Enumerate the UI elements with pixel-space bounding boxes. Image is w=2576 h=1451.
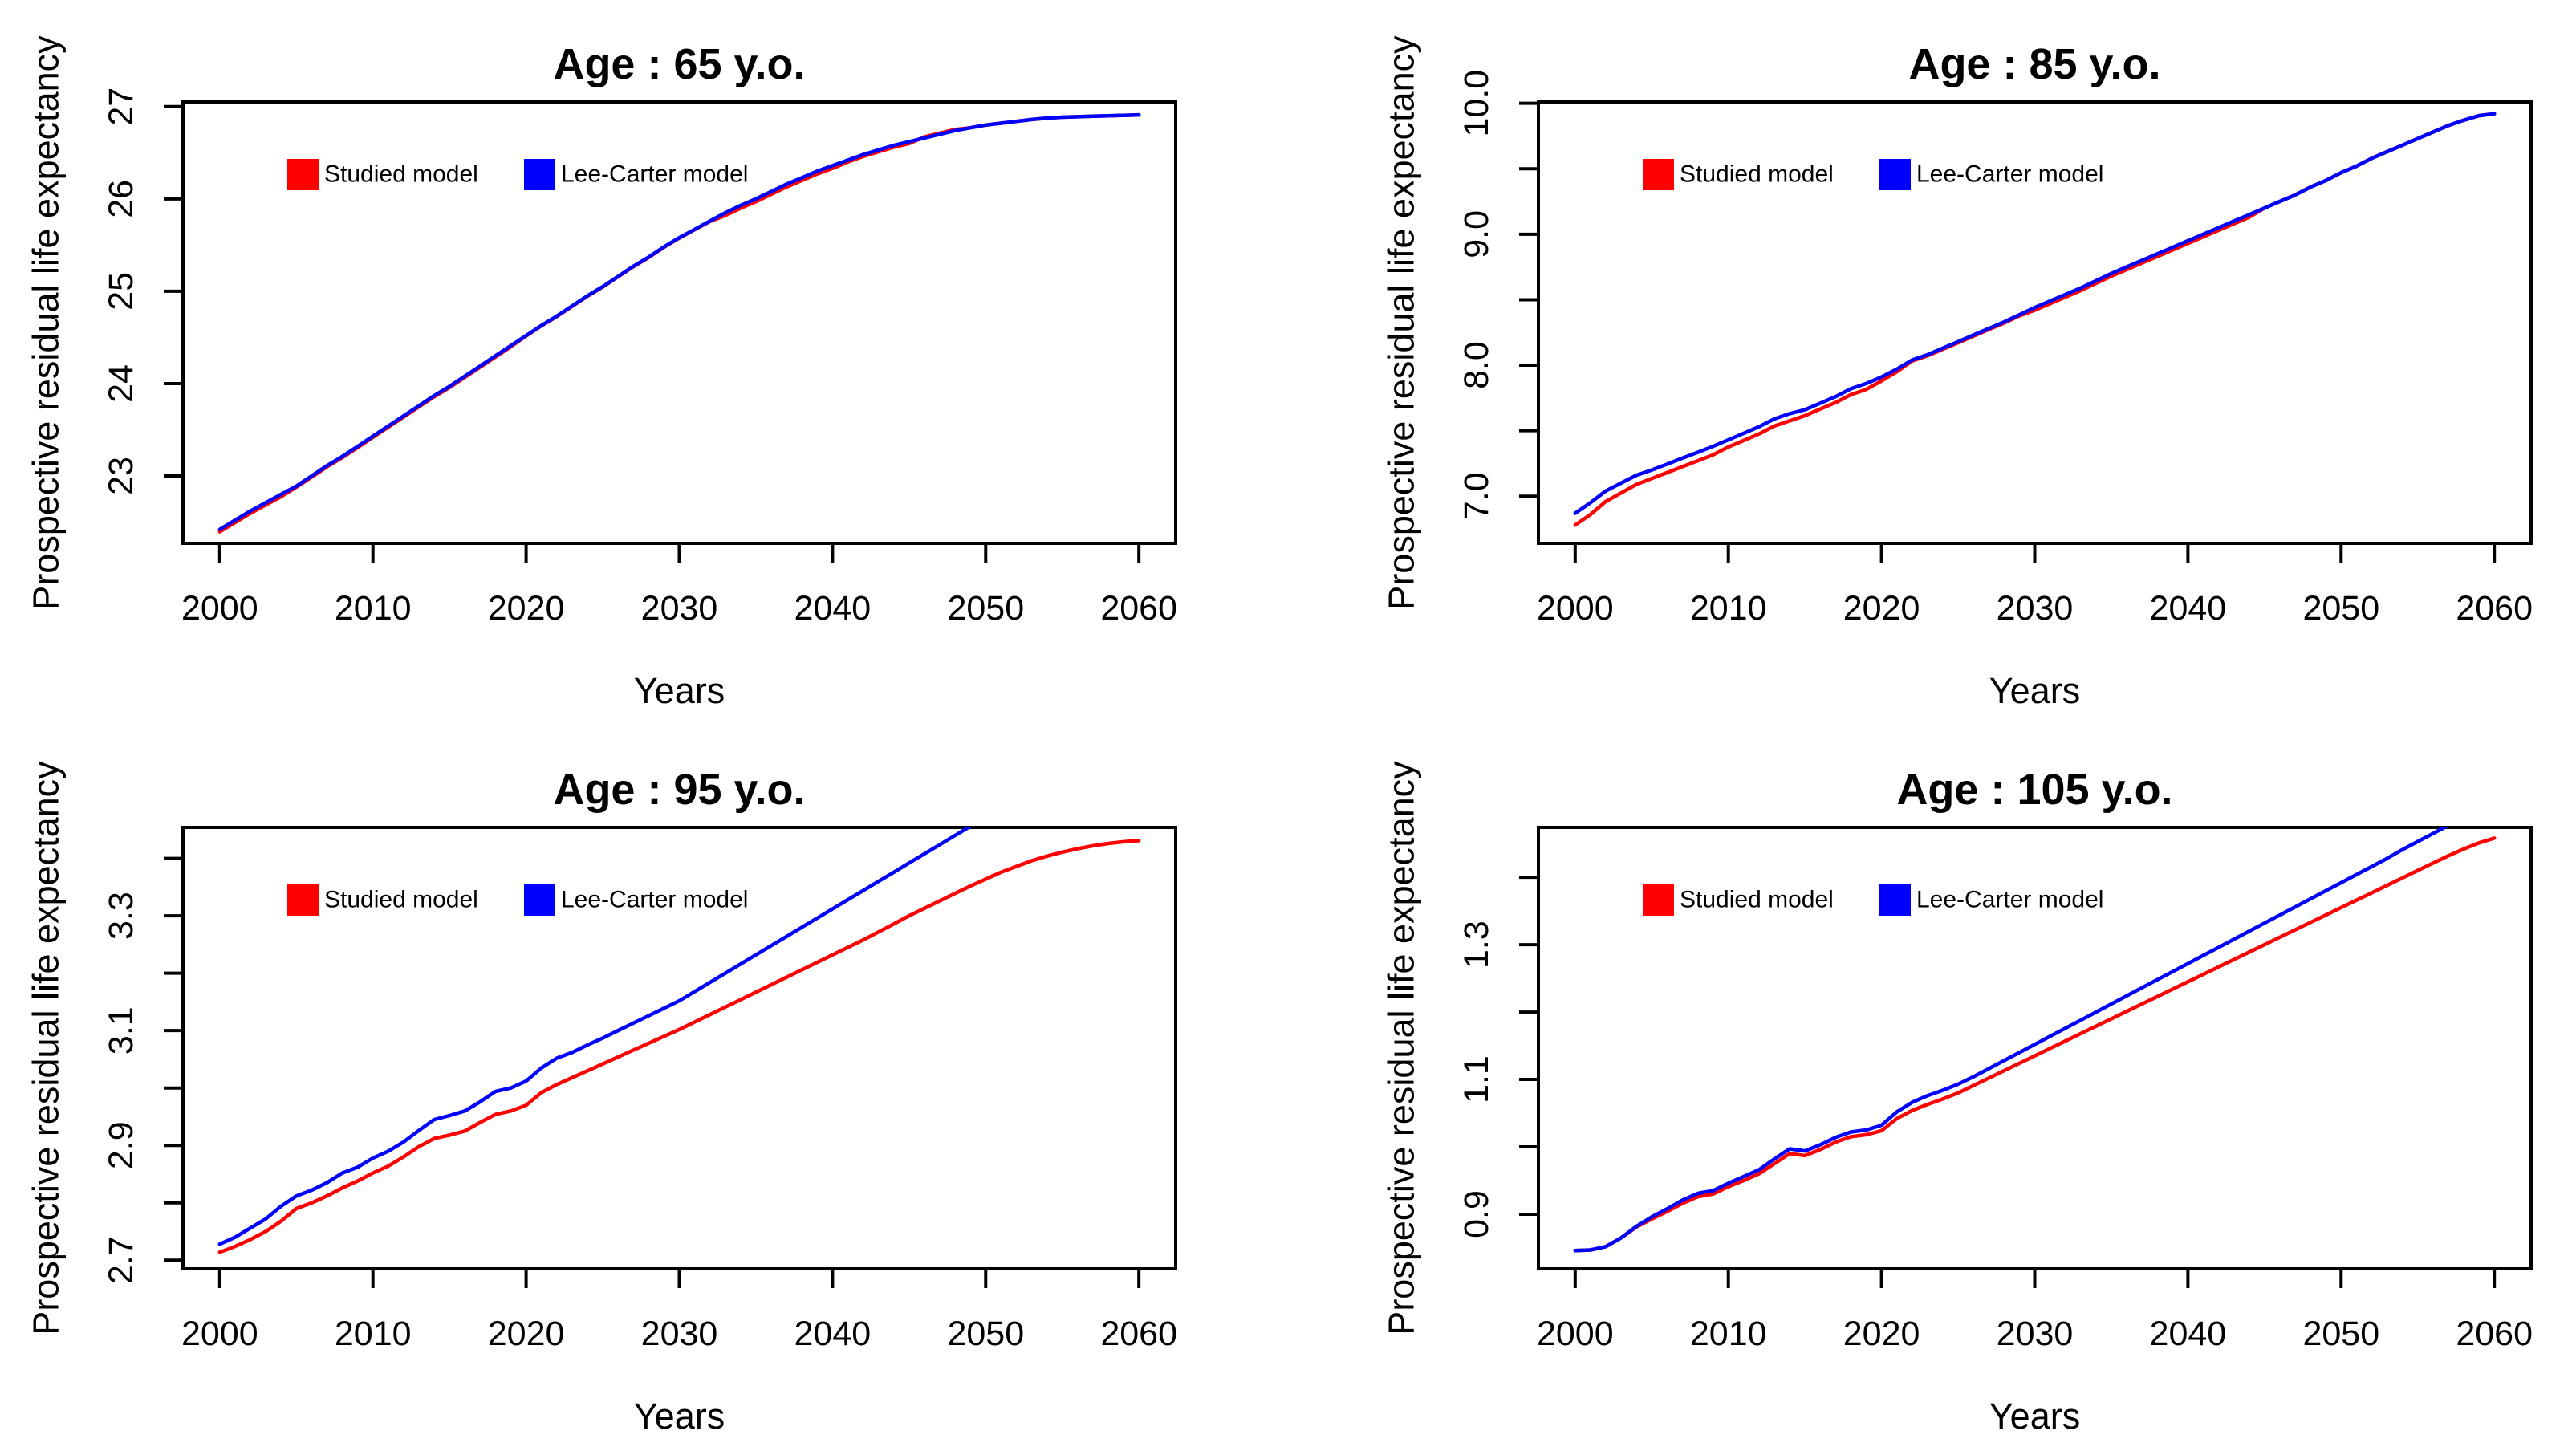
x-tick-label: 2000	[1537, 1315, 1614, 1353]
legend-swatch-lee-carter-model	[1879, 159, 1911, 190]
y-axis-label: Prospective residual life expectancy	[26, 35, 67, 610]
chart-title: Age : 85 y.o.	[1908, 40, 2160, 88]
legend-label-studied-model: Studied model	[324, 887, 478, 913]
y-tick-label: 3.1	[102, 1006, 140, 1055]
x-tick-label: 2060	[1100, 589, 1177, 628]
legend-label-lee-carter-model: Lee-Carter model	[1916, 887, 2103, 913]
legend-swatch-lee-carter-model	[524, 884, 555, 916]
y-tick-label: 26	[102, 180, 140, 218]
y-tick-label: 1.3	[1457, 921, 1496, 969]
chart-age-95: Age : 95 y.o. 2000 2010 2020 2030 2040 2050 206…	[26, 761, 1178, 1437]
y-axis-label: Prospective residual life expectancy	[1381, 35, 1422, 610]
panel-age-105: Age : 105 y.o. 2000 2010 2020 2030 2040 2050 20…	[1288, 726, 2576, 1451]
x-axis-label: Years	[1989, 670, 2080, 711]
x-tick-label: 2040	[2150, 1315, 2227, 1353]
x-tick-label: 2060	[2456, 589, 2533, 628]
y-tick-label: 27	[102, 87, 140, 126]
x-tick-label: 2000	[1537, 589, 1614, 628]
x-tick-label: 2050	[2302, 589, 2379, 628]
x-tick-label: 2010	[1690, 589, 1767, 628]
chart-title: Age : 105 y.o.	[1896, 766, 2172, 814]
legend-label-studied-model: Studied model	[1680, 161, 1834, 188]
series-group	[1573, 112, 2497, 527]
x-tick-label: 2010	[335, 589, 412, 628]
legend-swatch-studied-model	[1643, 884, 1674, 916]
series-group	[217, 827, 1141, 1254]
x-tick-label: 2050	[947, 589, 1024, 628]
y-tick-label: 2.9	[102, 1121, 140, 1169]
x-tick-label: 2060	[2456, 1315, 2533, 1353]
series-line-studied-model	[217, 839, 1141, 1254]
x-tick-label: 2040	[794, 589, 872, 628]
panel-age-65: Age : 65 y.o. 2000 2010 2020 2030 2040 2050 206…	[0, 0, 1288, 726]
x-tick-label: 2030	[641, 1315, 718, 1353]
x-tick-label: 2050	[947, 1315, 1024, 1353]
x-tick-label: 2050	[2302, 1315, 2379, 1353]
legend-label-studied-model: Studied model	[1680, 887, 1834, 913]
legend-swatch-lee-carter-model	[524, 159, 555, 190]
panel-age-85: Age : 85 y.o. 2000 2010 2020 2030 2040 2050 206…	[1288, 0, 2576, 726]
y-tick-label: 23	[102, 457, 140, 495]
x-axis-label: Years	[1989, 1396, 2080, 1437]
y-tick-label: 2.7	[102, 1236, 140, 1284]
x-tick-label: 2030	[1997, 589, 2074, 628]
x-tick-label: 2030	[1997, 1315, 2074, 1353]
legend-label-lee-carter-model: Lee-Carter model	[561, 887, 748, 913]
chart-title: Age : 65 y.o.	[553, 40, 805, 88]
legend-swatch-studied-model	[1643, 159, 1674, 190]
legend-label-lee-carter-model: Lee-Carter model	[561, 161, 748, 188]
chart-age-65: Age : 65 y.o. 2000 2010 2020 2030 2040 2050 206…	[26, 35, 1178, 711]
x-tick-label: 2040	[794, 1315, 872, 1353]
legend: Studied model Lee-Carter model	[287, 884, 748, 916]
x-tick-label: 2020	[1843, 1315, 1920, 1353]
legend-swatch-studied-model	[287, 159, 319, 190]
chart-age-105: Age : 105 y.o. 2000 2010 2020 2030 2040 2050 20…	[1381, 761, 2533, 1437]
y-tick-label: 1.1	[1457, 1055, 1496, 1103]
y-tick-label: 8.0	[1457, 341, 1496, 389]
x-tick-label: 2000	[181, 1315, 258, 1353]
y-tick-label: 24	[102, 364, 140, 403]
x-axis-label: Years	[634, 1396, 725, 1437]
x-axis-label: Years	[634, 670, 725, 711]
series-line-lee-carter-model	[217, 827, 973, 1246]
x-tick-label: 2020	[488, 589, 565, 628]
series-line-lee-carter-model	[217, 112, 1141, 531]
x-tick-label: 2020	[488, 1315, 565, 1353]
legend: Studied model Lee-Carter model	[287, 159, 748, 190]
series-line-lee-carter-model	[1573, 112, 2497, 515]
y-tick-label: 25	[102, 272, 140, 311]
panel-age-95: Age : 95 y.o. 2000 2010 2020 2030 2040 2050 206…	[0, 726, 1288, 1451]
legend-swatch-studied-model	[287, 884, 319, 916]
y-tick-label: 9.0	[1457, 210, 1496, 258]
x-tick-label: 2040	[2150, 589, 2227, 628]
legend-swatch-lee-carter-model	[1879, 884, 1911, 916]
chart-title: Age : 95 y.o.	[553, 766, 805, 814]
series-line-studied-model	[1573, 836, 2497, 1253]
legend: Studied model Lee-Carter model	[1643, 884, 2103, 916]
y-axis-label: Prospective residual life expectancy	[1381, 761, 1422, 1335]
y-tick-label: 3.3	[102, 892, 140, 940]
x-tick-label: 2030	[641, 589, 718, 628]
x-tick-label: 2010	[335, 1315, 412, 1353]
series-line-lee-carter-model	[1573, 827, 2448, 1253]
series-group	[1573, 827, 2497, 1253]
x-tick-label: 2020	[1843, 589, 1920, 628]
y-tick-label: 7.0	[1457, 472, 1496, 520]
series-group	[217, 112, 1141, 534]
legend-label-studied-model: Studied model	[324, 161, 478, 188]
x-tick-label: 2000	[181, 589, 258, 628]
legend: Studied model Lee-Carter model	[1643, 159, 2103, 190]
x-tick-label: 2060	[1100, 1315, 1177, 1353]
y-axis-label: Prospective residual life expectancy	[26, 761, 67, 1335]
y-tick-label: 10.0	[1457, 70, 1496, 137]
chart-age-85: Age : 85 y.o. 2000 2010 2020 2030 2040 2050 206…	[1381, 35, 2533, 711]
x-tick-label: 2010	[1690, 1315, 1767, 1353]
legend-label-lee-carter-model: Lee-Carter model	[1916, 161, 2103, 188]
y-tick-label: 0.9	[1457, 1190, 1496, 1238]
